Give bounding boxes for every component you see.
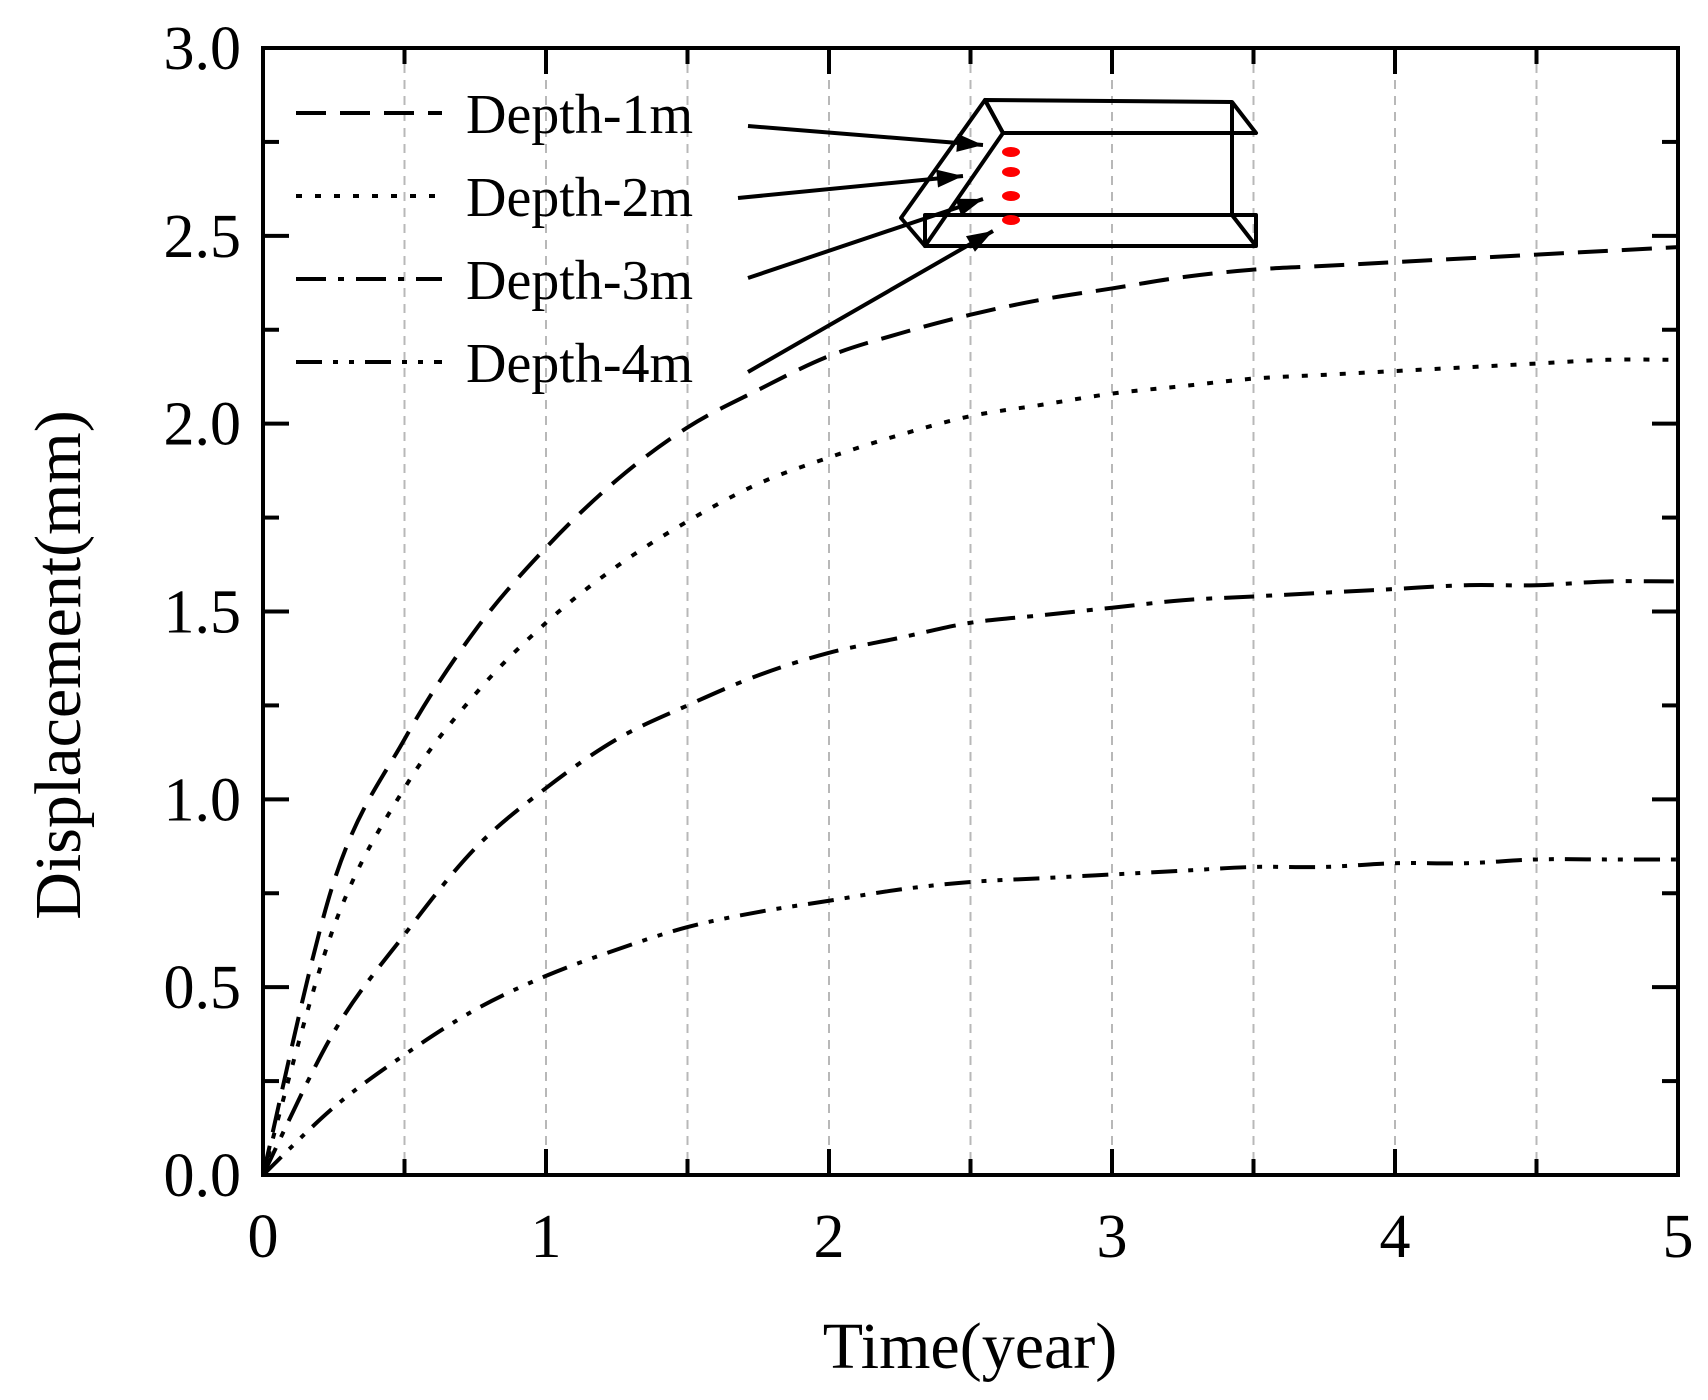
x-axis-title: Time(year)	[823, 1310, 1118, 1383]
series-line-1	[261, 245, 1679, 1176]
legend-arrows	[737, 124, 994, 374]
y-tick-label: 1.5	[164, 579, 242, 647]
y-tick-label: 2.0	[164, 391, 242, 459]
x-tick-label: 3	[1097, 1203, 1128, 1271]
legend-arrowhead-2	[936, 169, 963, 188]
measurement-point-marker	[1002, 167, 1020, 177]
legend-arrowhead-1	[956, 133, 983, 152]
y-tick-label: 0.0	[164, 1142, 242, 1210]
measurement-point-marker	[1002, 215, 1020, 225]
measurement-point-marker	[1002, 147, 1020, 157]
legend-arrow-3	[747, 197, 984, 280]
x-tick-label: 5	[1663, 1203, 1694, 1271]
tick-label-layer: 0 1 2 3 4 5 0.0 0.5 1.0 1.5 2.0 2.5 3.0	[164, 15, 1694, 1271]
legend-arrowhead-3	[955, 198, 983, 216]
y-tick-label: 0.5	[164, 954, 242, 1022]
legend-label-3: Depth-3m	[466, 250, 693, 312]
legend-arrowhead-4	[965, 231, 993, 252]
y-tick-label: 2.5	[164, 203, 242, 271]
y-axis-title: Displacement(mm)	[22, 410, 95, 920]
legend-label-1: Depth-1m	[466, 84, 693, 146]
inset-markers	[1002, 147, 1020, 225]
grid-layer	[403, 48, 1538, 1175]
legend-label-4: Depth-4m	[466, 333, 693, 395]
series-line-2	[261, 357, 1679, 1176]
series-line-4	[261, 857, 1679, 1177]
axes-layer	[261, 46, 1680, 1177]
x-tick-label: 4	[1380, 1203, 1411, 1271]
x-tick-label: 1	[531, 1203, 562, 1271]
legend-label-2: Depth-2m	[466, 167, 693, 229]
inset-box-bottom-right-edge	[1230, 213, 1258, 248]
series-line-3	[261, 579, 1679, 1176]
inset-box-top-face	[983, 98, 1258, 135]
y-tick-label: 1.0	[164, 766, 242, 834]
legend: Depth-1m Depth-2m Depth-3m Depth-4m	[296, 84, 693, 395]
curve-layer	[261, 245, 1679, 1177]
measurement-point-marker	[1002, 191, 1020, 201]
legend-arrow-2	[737, 174, 964, 200]
y-tick-label: 3.0	[164, 15, 242, 83]
inset-box-sketch	[899, 98, 1258, 248]
inset-box-left-face	[899, 98, 1005, 248]
x-tick-label: 0	[248, 1203, 279, 1271]
legend-arrow-1	[747, 124, 984, 147]
legend-arrow-4	[747, 229, 994, 374]
x-tick-label: 2	[814, 1203, 845, 1271]
inset-box-front-face	[923, 213, 1258, 248]
